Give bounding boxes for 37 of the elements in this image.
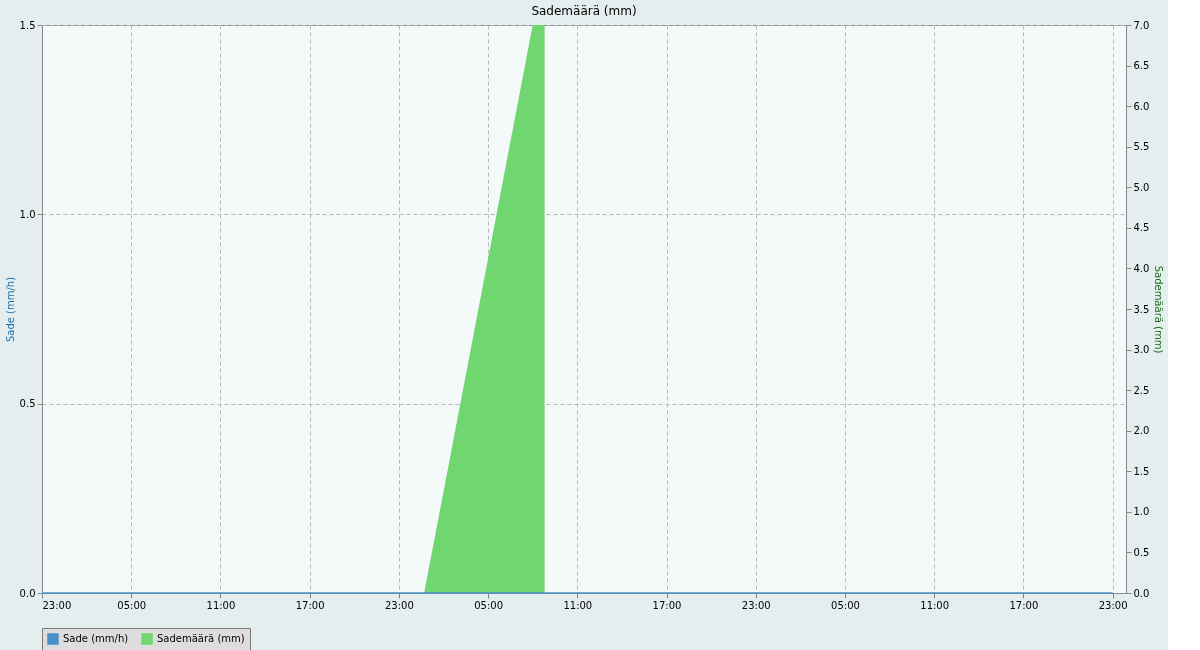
y2-tick-label: 3.0 [1133,344,1150,356]
y-axis-title: Sade (mm/h) [4,276,16,343]
x-tick-label: 17:00 [295,599,325,611]
y-tick-label: 1.0 [19,208,36,220]
chart-title: Sademäärä (mm) [531,4,637,18]
x-tick-label: 23:00 [741,599,771,611]
x-tick-label: 17:00 [1009,599,1039,611]
x-tick-label: 11:00 [920,599,950,611]
y2-tick-label: 0.5 [1133,546,1150,558]
x-tick-label: 11:00 [563,599,593,611]
y2-tick-label: 4.0 [1133,262,1150,274]
y-tick-label: 1.5 [19,19,36,31]
y2-tick-label: 4.5 [1133,222,1150,234]
x-tick-label: 05:00 [117,599,147,611]
y2-tick-label: 5.5 [1133,141,1150,153]
legend-label: Sade (mm/h) [63,633,129,644]
x-tick-label: 23:00 [1098,599,1128,611]
y2-axis-title: Sademäärä (mm) [1153,265,1165,354]
x-tick-label: 05:00 [831,599,860,611]
x-tick-label: 05:00 [474,599,503,611]
x-tick-label: 11:00 [206,599,236,611]
legend-label: Sademäärä (mm) [157,633,245,644]
y2-tick-label: 7.0 [1133,19,1150,31]
x-tick-label: 23:00 [42,599,72,611]
y2-tick-label: 2.5 [1133,384,1150,396]
y2-tick-label: 6.0 [1133,100,1150,112]
y2-tick-label: 6.5 [1133,60,1150,72]
y-tick-label: 0.5 [19,398,36,410]
y2-tick-label: 1.5 [1133,465,1150,477]
y2-tick-label: 0.0 [1133,587,1150,599]
x-tick-label: 17:00 [652,599,682,611]
y2-tick-label: 2.0 [1133,425,1150,437]
x-tick-label: 23:00 [384,599,414,611]
y2-tick-label: 3.5 [1133,303,1150,315]
y-tick-label: 0.0 [19,587,36,599]
y2-tick-label: 1.0 [1133,506,1150,518]
y2-tick-label: 5.0 [1133,181,1150,193]
